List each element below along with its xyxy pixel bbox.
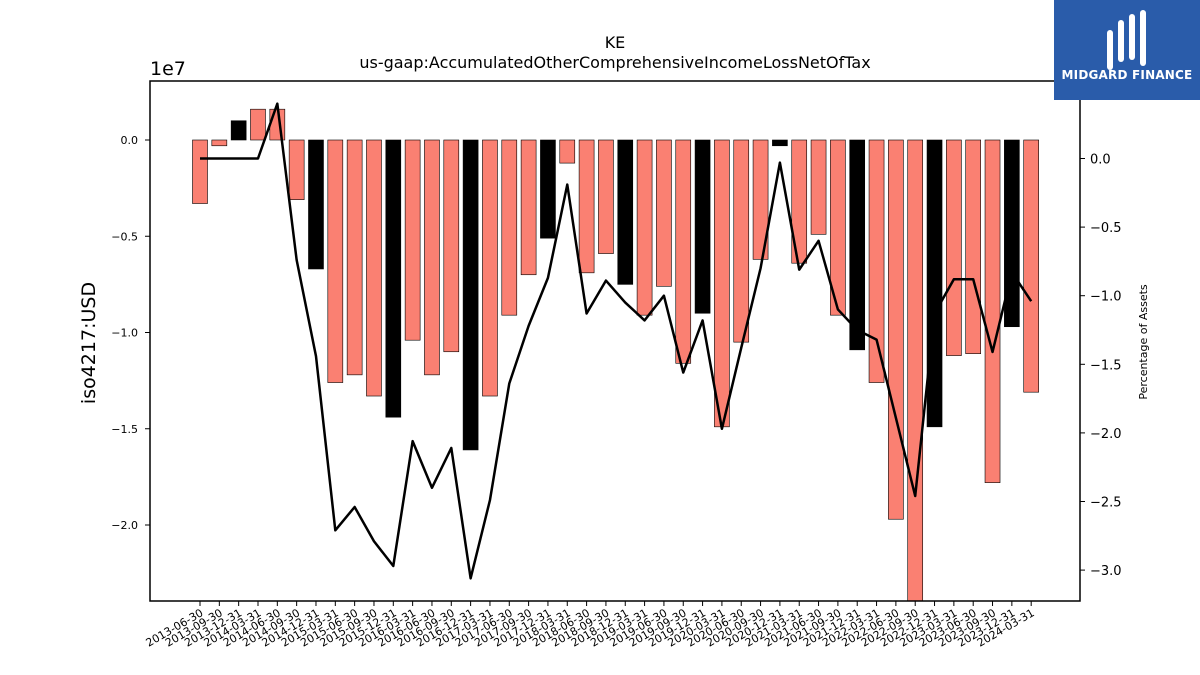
bar-2021-12-31: [849, 139, 866, 351]
y2-tick-label: 0.0: [1090, 153, 1111, 168]
y-axis-label: iso4217:USD: [78, 282, 100, 404]
bar-2018-06-30: [578, 139, 595, 274]
bar-2023-03-31: [946, 139, 962, 356]
bar-2014-12-31: [308, 139, 324, 270]
y-tick-label: −1.0: [111, 327, 138, 340]
bar-2023-09-30: [984, 139, 1001, 483]
bar-2024-03-31: [1023, 139, 1039, 393]
bar-2016-12-31: [462, 139, 479, 451]
bar-2014-06-30: [269, 108, 286, 141]
axes-layer: 0.0 −0.5 −1.0 −1.5 −2.0 0.0 −0.5 −1.0 −1.5 −2.0 −2…: [111, 80, 1122, 650]
logo-mark-icon: [1054, 0, 1200, 100]
bar-2016-03-31: [404, 139, 421, 341]
bar-2021-06-30: [810, 139, 827, 235]
bars-layer: [192, 108, 1039, 601]
y2-tick-label: −0.5: [1090, 221, 1122, 236]
plot-frame: [149, 80, 1081, 602]
bar-2015-03-31: [327, 139, 344, 383]
percentage-line: [200, 102, 1033, 580]
bar-2019-12-31: [694, 139, 711, 314]
bar-2022-12-31: [926, 139, 943, 428]
bar-2013-06-30: [192, 139, 208, 204]
bar-2017-12-31: [540, 139, 556, 239]
bar-2023-06-30: [965, 139, 982, 354]
bar-2013-12-31: [230, 120, 247, 141]
y2-tick-label: −3.0: [1090, 564, 1122, 579]
bar-2014-09-30: [288, 139, 305, 200]
bar-2014-03-31: [250, 108, 266, 141]
bar-2017-09-30: [520, 139, 537, 276]
y2-axis-label: Percentage of Assets: [1137, 284, 1150, 400]
y2-tick-label: −2.0: [1090, 427, 1122, 442]
bar-2020-12-31: [772, 139, 788, 147]
bar-2020-06-30: [733, 139, 750, 343]
bar-2017-06-30: [501, 139, 518, 316]
y-tick-label: −1.5: [111, 423, 138, 436]
bar-2020-09-30: [752, 139, 769, 260]
bar-2016-06-30: [424, 139, 440, 376]
bar-2015-06-30: [346, 139, 363, 376]
bar-2019-03-31: [636, 139, 653, 316]
chart-title: KE: [605, 33, 626, 52]
y2-tick-label: −2.5: [1090, 496, 1122, 511]
bar-2016-09-30: [443, 139, 460, 353]
bar-2022-09-30: [907, 139, 924, 601]
y2-tick-label: −1.0: [1090, 290, 1122, 305]
y-tick-label: 0.0: [121, 134, 139, 147]
bar-2015-09-30: [366, 139, 382, 397]
bar-2021-09-30: [830, 139, 846, 316]
y-tick-label: −2.0: [111, 519, 138, 532]
bar-2015-12-31: [385, 139, 402, 418]
y2-tick-label: −1.5: [1090, 358, 1122, 373]
line-layer: [200, 102, 1033, 580]
bar-2017-03-31: [482, 139, 498, 397]
chart-subtitle: us-gaap:AccumulatedOtherComprehensiveInc…: [359, 53, 870, 72]
bar-2018-12-31: [617, 139, 634, 285]
logo-text: MIDGARD FINANCE: [1061, 68, 1193, 82]
y-multiplier-label: 1e7: [150, 58, 186, 80]
bar-2022-06-30: [888, 139, 904, 520]
y-tick-label: −0.5: [111, 230, 138, 243]
brand-logo: MIDGARD FINANCE: [1054, 0, 1200, 100]
bar-2019-06-30: [656, 139, 672, 287]
bar-2020-03-31: [714, 139, 730, 428]
bar-2019-09-30: [675, 139, 692, 364]
bar-2018-09-30: [598, 139, 614, 254]
bar-2018-03-31: [559, 139, 576, 164]
bar-2022-03-31: [868, 139, 885, 383]
bar-2013-09-30: [211, 139, 228, 147]
